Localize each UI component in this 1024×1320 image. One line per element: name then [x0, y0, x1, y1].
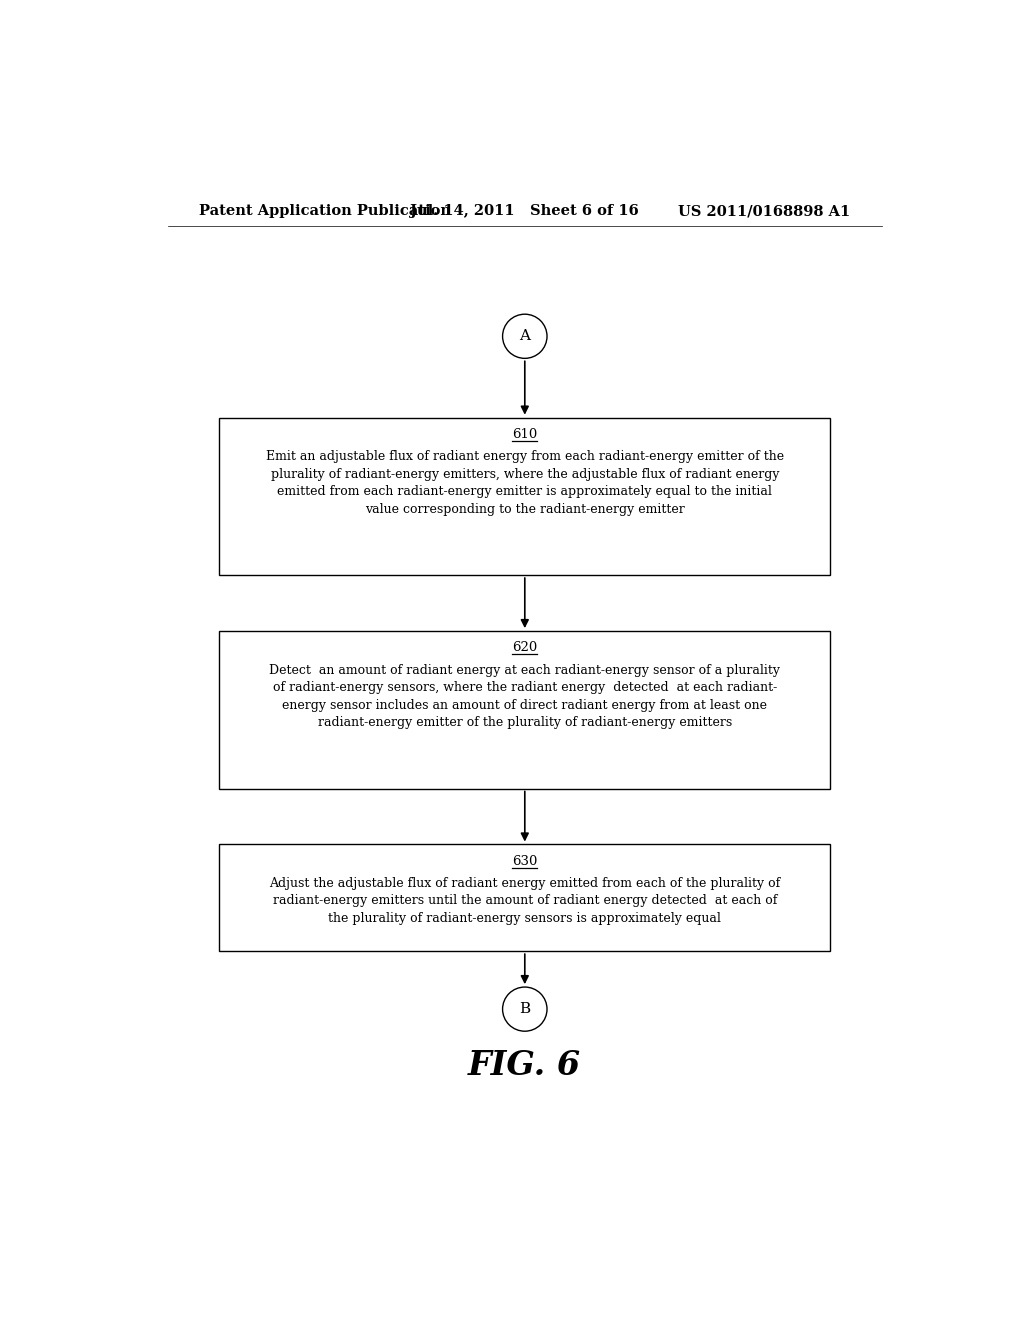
Bar — [219, 631, 830, 788]
Text: US 2011/0168898 A1: US 2011/0168898 A1 — [678, 205, 850, 218]
Text: A: A — [519, 329, 530, 343]
Ellipse shape — [503, 314, 547, 358]
Text: Jul. 14, 2011   Sheet 6 of 16: Jul. 14, 2011 Sheet 6 of 16 — [411, 205, 639, 218]
Ellipse shape — [503, 987, 547, 1031]
Text: Emit an adjustable flux of radiant energy from each radiant-energy emitter of th: Emit an adjustable flux of radiant energ… — [266, 450, 783, 516]
Bar — [219, 417, 830, 576]
Text: B: B — [519, 1002, 530, 1016]
Text: 610: 610 — [512, 428, 538, 441]
Text: FIG. 6: FIG. 6 — [468, 1048, 582, 1081]
Text: Adjust the adjustable flux of radiant energy emitted from each of the plurality : Adjust the adjustable flux of radiant en… — [269, 876, 780, 925]
Text: 620: 620 — [512, 642, 538, 655]
Bar — [219, 845, 830, 952]
Text: Patent Application Publication: Patent Application Publication — [200, 205, 452, 218]
Text: Detect  an amount of radiant energy at each radiant-energy sensor of a plurality: Detect an amount of radiant energy at ea… — [269, 664, 780, 729]
Text: 630: 630 — [512, 854, 538, 867]
